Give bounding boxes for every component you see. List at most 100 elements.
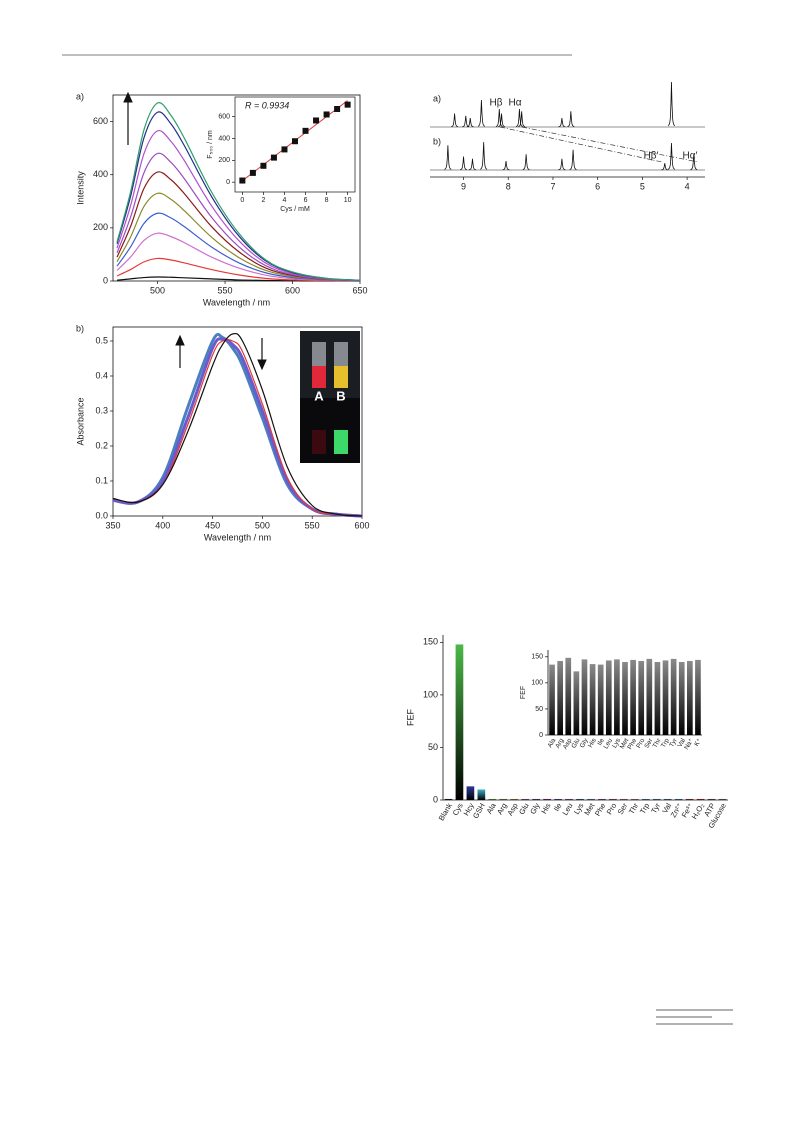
- peak-label: Hβ′: [644, 151, 659, 162]
- x-tick-label: Gly: [579, 737, 590, 750]
- data-point: [292, 138, 298, 145]
- y-tick-label: 0: [103, 275, 108, 285]
- x-tick-label: His: [587, 737, 598, 749]
- y-tick-label: 0.5: [95, 335, 108, 345]
- arrow-up: [123, 91, 133, 145]
- bar: [614, 659, 620, 735]
- x-tick-label: 10: [344, 197, 352, 204]
- nmr-peak: [451, 113, 459, 128]
- x-tick-label: 600: [285, 285, 300, 295]
- nmr-peak: [567, 111, 575, 127]
- nmr-peak: [667, 81, 676, 127]
- data-point: [249, 169, 256, 176]
- nmr-peak: [569, 149, 577, 170]
- peak-label: Hα: [508, 98, 521, 109]
- bar: [589, 664, 596, 735]
- y-tick-label: 0: [226, 179, 230, 186]
- bar: [652, 798, 661, 800]
- bar: [565, 657, 572, 735]
- y-tick-label: 400: [218, 135, 230, 142]
- y-tick-label: 0.1: [95, 475, 108, 485]
- bar: [663, 798, 672, 800]
- panel-label: b): [433, 136, 441, 146]
- bar: [630, 798, 639, 800]
- arrows-absorbance: [175, 334, 267, 371]
- nmr-peak: [502, 160, 510, 171]
- x-tick-label: 4: [685, 181, 690, 191]
- panel-label: b): [76, 323, 84, 333]
- bar: [654, 661, 661, 735]
- y-tick-label: 600: [93, 116, 108, 126]
- x-tick-label: Glu: [570, 737, 581, 750]
- x-tick-label: 2: [261, 197, 265, 204]
- bar: [641, 798, 650, 800]
- x-tick-label: 9: [461, 181, 466, 191]
- x-axis-label: Wavelength / nm: [203, 297, 270, 307]
- data-point: [270, 154, 277, 161]
- x-tick-label: Asp: [562, 737, 574, 751]
- bar: [499, 798, 508, 800]
- bar: [662, 660, 669, 735]
- x-tick-label: Trp: [660, 737, 671, 749]
- x-tick-label: 650: [352, 285, 367, 295]
- spectrum-line: [116, 129, 361, 281]
- chart: 0 50 100 150 FEF AlaArgAspGluGlyHisIleLeuLysM…: [520, 650, 703, 751]
- bar: [554, 798, 562, 800]
- plot-frame: [112, 94, 361, 282]
- bar: [455, 644, 464, 800]
- annotation: R = 0.9934: [245, 100, 289, 110]
- x-tick-label: 8: [506, 181, 511, 191]
- x-tick-label: 600: [354, 520, 369, 530]
- footer-rules: [656, 1009, 733, 1025]
- nmr-peak: [495, 108, 503, 127]
- y-tick-label: 0: [433, 794, 438, 804]
- x-tick-label: 8: [325, 197, 329, 204]
- bar: [549, 664, 555, 735]
- x-axis-label: Cys / mM: [280, 206, 310, 213]
- y-axis-label: FEF: [405, 708, 415, 726]
- vial-photo: [300, 331, 360, 463]
- bar: [488, 798, 497, 800]
- spectrum-line: [116, 257, 361, 282]
- nmr-peak: [522, 154, 530, 170]
- y-tick-label: 100: [531, 680, 543, 687]
- bar: [466, 786, 475, 800]
- data-point: [260, 162, 267, 169]
- bar: [687, 660, 693, 735]
- panel-label: a): [76, 91, 84, 101]
- bar: [573, 671, 580, 735]
- nmr-peak: [460, 156, 467, 171]
- x-tick-label: Met: [619, 737, 631, 750]
- y-tick-label: 0: [539, 732, 543, 739]
- x-tick-label: 550: [218, 285, 233, 295]
- x-tick-label: 0: [240, 197, 244, 204]
- y-tick-label: 100: [423, 689, 438, 699]
- x-tick-label: 400: [155, 520, 170, 530]
- nmr-peak: [466, 117, 474, 128]
- bar: [609, 798, 617, 800]
- chart: 9 8 7 6 5 4 a) b) Hβ Hα Hβ′ Hα′: [430, 81, 705, 191]
- nmr-peak: [498, 113, 506, 128]
- vial-label: A: [314, 388, 324, 403]
- y-axis-label: FEF: [520, 686, 527, 699]
- y-tick-label: 0.2: [95, 440, 108, 450]
- spectrum-line: [116, 212, 361, 282]
- vial-label: B: [336, 388, 345, 403]
- bar: [622, 661, 628, 735]
- x-tick-label: Tyr: [668, 737, 679, 749]
- bar: [532, 798, 541, 800]
- x-tick-label: Pro: [635, 737, 646, 750]
- bar: [581, 659, 588, 735]
- y-tick-label: 50: [428, 742, 438, 752]
- y-axis-label: Intensity: [75, 171, 85, 205]
- x-tick-label: 350: [105, 520, 120, 530]
- nmr-peak: [558, 158, 566, 171]
- x-tick-label: 5: [640, 181, 645, 191]
- plot-frame: [112, 326, 363, 517]
- bar: [477, 789, 486, 800]
- x-tick-label: Ala: [547, 737, 558, 749]
- x-tick-label: 6: [595, 181, 600, 191]
- bar: [695, 659, 701, 735]
- bar: [598, 798, 606, 800]
